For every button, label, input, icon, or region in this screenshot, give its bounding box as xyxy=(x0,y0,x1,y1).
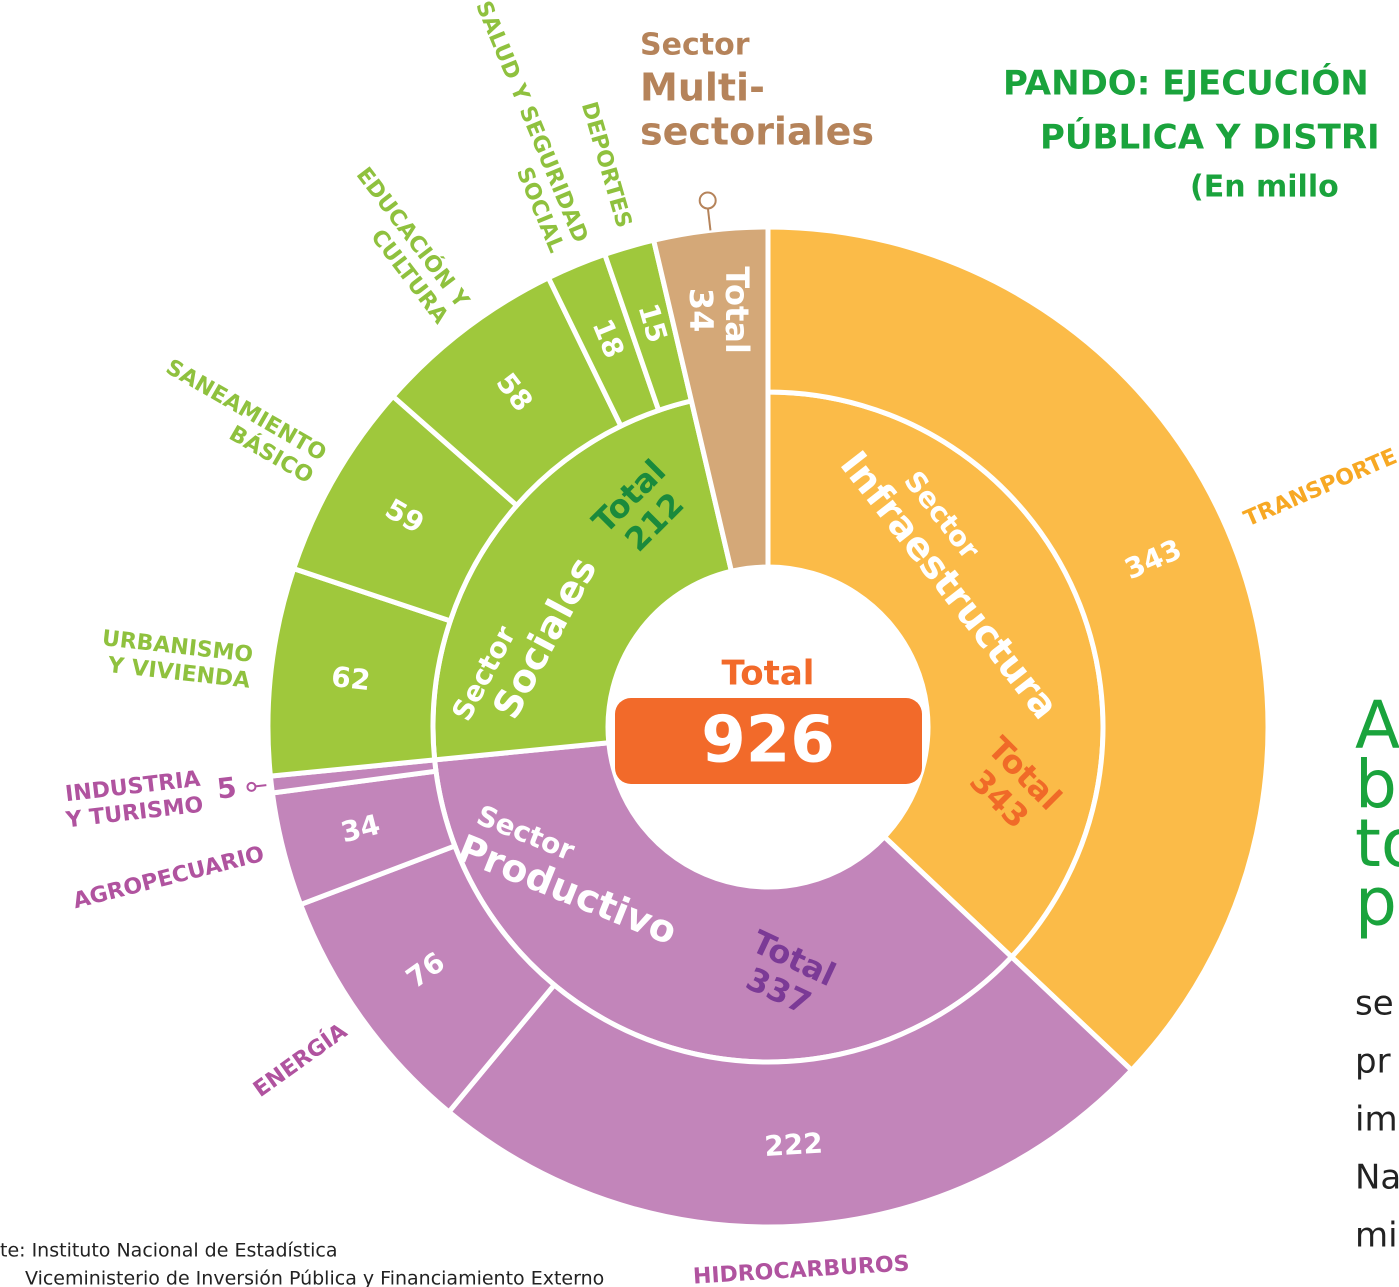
sector-total-value: 34 xyxy=(682,288,720,333)
source-note: Viceministerio de Inversión Pública y Fi… xyxy=(25,1268,604,1287)
chart-title: PÚBLICA Y DISTRI xyxy=(1040,117,1380,158)
side-text: im xyxy=(1355,1100,1398,1140)
side-text: mi xyxy=(1355,1216,1398,1256)
value-label-group: 5 xyxy=(215,771,238,806)
category-label: TRANSPORTE xyxy=(1240,444,1399,532)
category-label-group: HIDROCARBUROS xyxy=(692,1251,910,1287)
sub-sector-arc xyxy=(445,953,1136,1230)
chart-subtitle: (En millo xyxy=(1190,170,1339,205)
source-note: te: Instituto Nacional de Estadística xyxy=(0,1240,338,1262)
value-label: 222 xyxy=(763,1126,823,1163)
side-text: to xyxy=(1355,805,1399,882)
value-label-group: 222 xyxy=(763,1126,823,1163)
category-label: DEPORTES xyxy=(576,99,636,231)
category-label-group: ENERGÍA xyxy=(248,1018,352,1102)
side-text: pu xyxy=(1355,864,1399,941)
side-text: se xyxy=(1355,984,1394,1024)
center-total: 926 xyxy=(701,704,835,778)
leader-line xyxy=(706,206,712,231)
side-text: Na xyxy=(1355,1158,1399,1198)
sector-total-label: Total xyxy=(718,266,756,353)
leader-dot xyxy=(698,191,717,210)
side-text: pr xyxy=(1355,1042,1391,1082)
sub-sector-arc xyxy=(765,224,1271,1074)
chart-title: PANDO: EJECUCIÓN xyxy=(1003,63,1369,104)
sector-name: sectoriales xyxy=(640,110,874,154)
sector-name: Multi- xyxy=(640,66,765,110)
center-box xyxy=(615,698,922,784)
category-label-group: AGROPECUARIO xyxy=(71,842,267,914)
category-label: AGROPECUARIO xyxy=(71,842,267,914)
sector-arc xyxy=(650,224,771,575)
center-label: Total xyxy=(722,654,815,694)
side-text: bo xyxy=(1355,746,1399,823)
category-label: HIDROCARBUROS xyxy=(692,1251,910,1287)
sector-prefix: Sector xyxy=(640,28,750,63)
value-label: 5 xyxy=(215,771,238,806)
value-label: 62 xyxy=(330,660,372,697)
value-label-group: 62 xyxy=(330,660,372,697)
category-label-group: DEPORTES xyxy=(576,99,636,231)
category-label: ENERGÍA xyxy=(248,1018,352,1102)
category-label-group: TRANSPORTE xyxy=(1240,444,1399,532)
side-text: A xyxy=(1355,687,1399,764)
leader-dot xyxy=(246,781,257,792)
